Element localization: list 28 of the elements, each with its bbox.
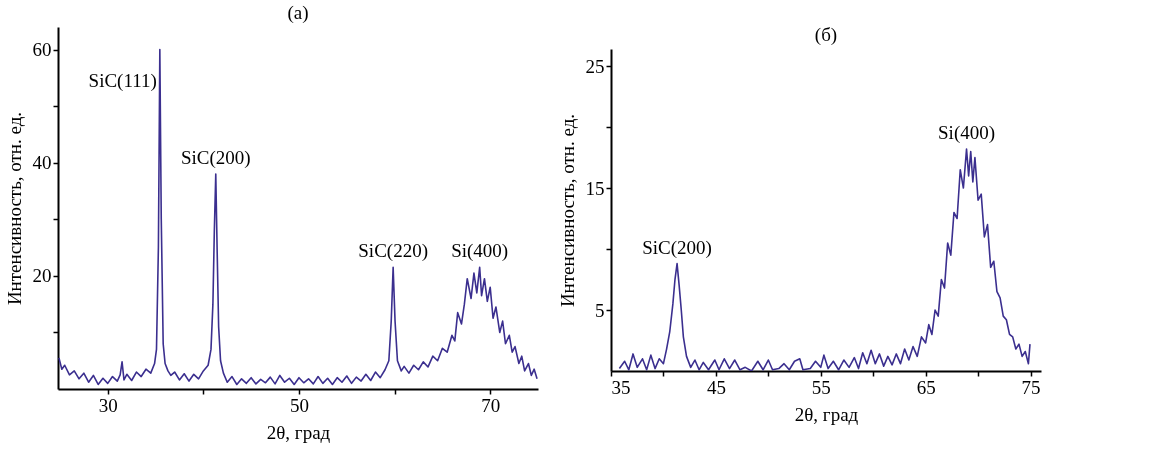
y-axis-title: Интенсивность, отн. ед. — [556, 113, 578, 308]
y-tick-label: 20 — [32, 265, 52, 287]
x-tick-label: 75 — [1021, 376, 1041, 398]
annotation: Si(400) — [451, 240, 509, 263]
x-tick-label: 35 — [611, 376, 631, 398]
line-series — [58, 48, 538, 386]
annotation: SiC(220) — [358, 240, 428, 263]
y-tick-label: 60 — [32, 39, 52, 61]
y-tick-label: 15 — [585, 177, 605, 199]
y-tick-label: 25 — [585, 55, 605, 77]
annotation: SiC(200) — [642, 236, 712, 259]
x-tick-label: 65 — [916, 376, 936, 398]
y-tick-label: 40 — [32, 152, 52, 174]
annotation: SiC(111) — [88, 69, 157, 92]
x-tick-label: 70 — [481, 394, 501, 416]
chart-title: (б) — [814, 24, 838, 46]
x-tick-label: 50 — [289, 394, 309, 416]
annotation: SiC(200) — [180, 147, 251, 170]
x-tick-label: 45 — [706, 376, 726, 398]
x-tick-label: 30 — [98, 394, 118, 416]
chart-title: (a) — [287, 2, 309, 24]
annotation: Si(400) — [938, 122, 996, 145]
x-axis-title: 2θ, град — [794, 403, 859, 425]
x-axis-title: 2θ, град — [266, 421, 331, 443]
line-series — [618, 148, 1031, 371]
y-axis-title: Интенсивность, отн. ед. — [3, 111, 25, 306]
x-tick-label: 55 — [811, 376, 831, 398]
y-tick-label: 5 — [595, 299, 605, 321]
